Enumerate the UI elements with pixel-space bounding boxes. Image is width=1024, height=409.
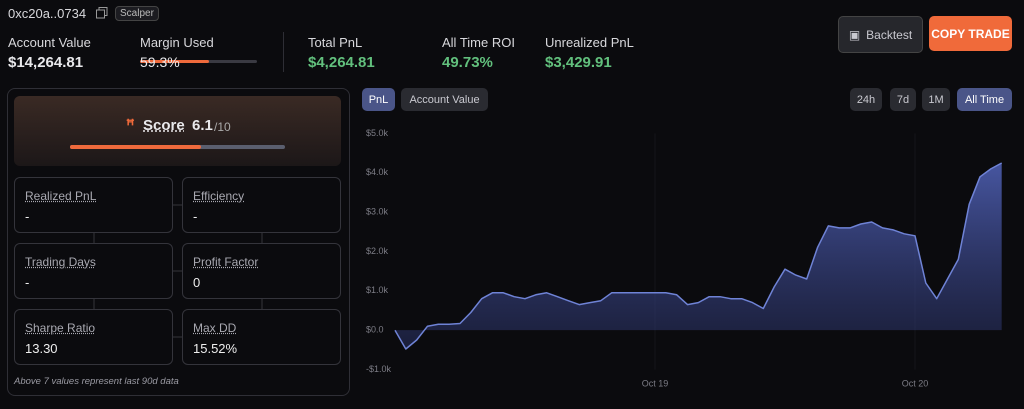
metric-value: 15.52% [193, 341, 238, 356]
y-tick-label: -$1.0k [366, 364, 392, 374]
stat-value: $3,429.91 [545, 54, 612, 71]
address: 0xc20a..0734 [8, 6, 87, 21]
y-tick-label: $0.0 [366, 325, 384, 335]
metric-value: 13.30 [25, 341, 58, 356]
metric-box: Profit Factor 0 [182, 243, 341, 299]
metric-label: Max DD [193, 321, 237, 335]
metric-value: - [25, 209, 30, 224]
metric-box: Realized PnL - [14, 177, 173, 233]
score-max: /10 [214, 120, 231, 134]
y-tick-label: $3.0k [366, 207, 389, 217]
score-value: 6.1 [192, 117, 213, 134]
metric-box: Efficiency - [182, 177, 341, 233]
metric-label: Trading Days [25, 255, 96, 269]
metric-label: Realized PnL [25, 189, 97, 203]
stat-value: 59.3% [140, 54, 180, 70]
connectors [93, 204, 263, 338]
stat-label: Unrealized PnL [545, 35, 634, 50]
metric-value: - [193, 209, 198, 224]
metric-box: Max DD 15.52% [182, 309, 341, 365]
range-button[interactable]: All Time [957, 88, 1012, 111]
badge: Scalper [115, 6, 159, 21]
footnote: Above 7 values represent last 90d data [14, 376, 179, 387]
backtest-button[interactable]: ▣ Backtest [838, 16, 923, 53]
copy-icon[interactable] [96, 7, 108, 19]
stat-value: 49.73% [442, 54, 493, 71]
copy-trade-button[interactable]: COPY TRADE [929, 16, 1012, 51]
stat-value: $14,264.81 [8, 54, 84, 71]
divider [283, 32, 284, 72]
line [394, 162, 1003, 350]
y-tick-label: $1.0k [366, 285, 389, 295]
score-label: Score [143, 117, 185, 134]
range-button[interactable]: 7d [890, 88, 916, 111]
score-bar [70, 145, 202, 149]
metric-label: Efficiency [193, 189, 245, 203]
area [395, 163, 1002, 349]
stat-label: Total PnL [308, 35, 363, 50]
backtest-label: Backtest [866, 27, 913, 42]
stat-label: Margin Used [140, 35, 214, 50]
margin-bar [140, 60, 210, 63]
range-button[interactable]: 24h [850, 88, 882, 111]
metric-label: Sharpe Ratio [25, 321, 96, 335]
stat-label: All Time ROI [442, 35, 515, 50]
range-button[interactable]: 1M [922, 88, 950, 111]
tab[interactable]: Account Value [401, 88, 488, 111]
tab[interactable]: PnL [362, 88, 395, 111]
score-card [14, 96, 341, 166]
x-tick-label: Oct 19 [642, 378, 669, 388]
y-tick-label: $5.0k [366, 128, 389, 138]
x-tick-label: Oct 20 [902, 378, 929, 388]
metric-value: - [25, 275, 30, 290]
y-tick-label: $4.0k [366, 167, 389, 177]
score-logo: ꟸ [126, 117, 135, 134]
y-tick-label: $2.0k [366, 246, 389, 256]
metric-box: Sharpe Ratio 13.30 [14, 309, 173, 365]
margin-track [140, 60, 257, 63]
stat-value: $4,264.81 [308, 54, 375, 71]
stat-label: Account Value [8, 35, 91, 50]
score-panel [7, 88, 350, 396]
metric-value: 0 [193, 275, 201, 290]
score-track [70, 145, 285, 149]
metric-label: Profit Factor [193, 255, 259, 269]
metric-box: Trading Days - [14, 243, 173, 299]
